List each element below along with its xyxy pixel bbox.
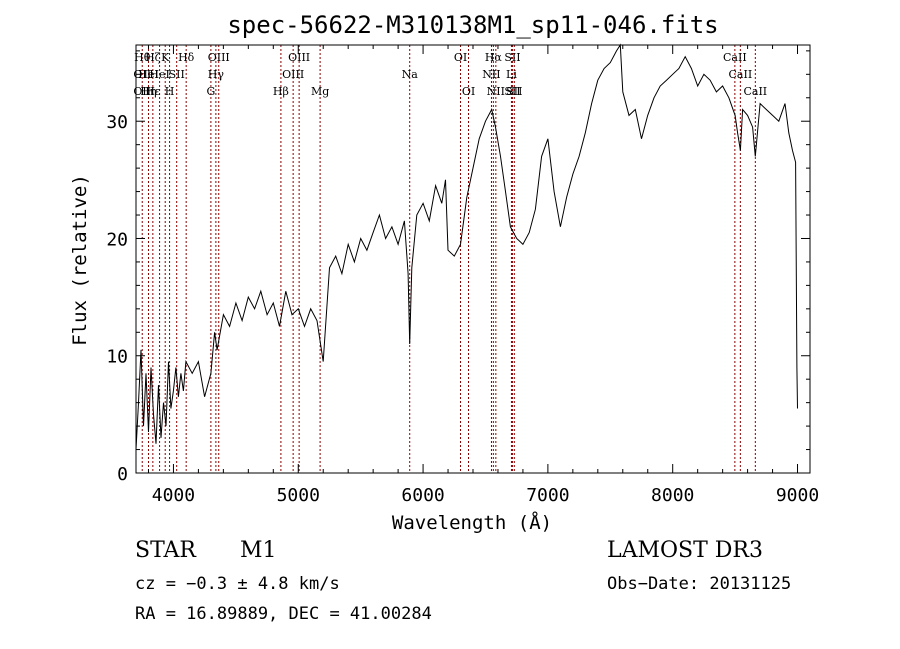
line-label: Hθ <box>134 51 151 64</box>
line-label: HeI <box>138 68 158 81</box>
line-label: SII <box>504 51 520 64</box>
line-label: Na <box>402 68 419 81</box>
y-tick-label: 30 <box>106 112 128 133</box>
line-label: K <box>161 51 170 64</box>
plot-frame <box>135 44 811 474</box>
line-label: OII <box>133 68 151 81</box>
line-label: Hζ <box>145 51 161 64</box>
line-markers <box>141 45 756 473</box>
y-axis-ticks: 0 10 20 30 <box>106 50 810 485</box>
line-label: Hβ <box>273 85 289 98</box>
x-tick-label: 6000 <box>401 485 444 506</box>
line-label: CaII <box>729 68 753 81</box>
y-tick-label: 20 <box>106 229 128 250</box>
object-subclass: M1 <box>240 538 277 563</box>
survey-name: LAMOST DR3 <box>607 538 763 563</box>
x-tick-label: 4000 <box>152 485 195 506</box>
line-label: SII <box>504 85 520 98</box>
line-label: Hγ <box>208 68 225 81</box>
observation-date: Obs−Date: 20131125 <box>607 574 792 594</box>
x-axis-ticks: 4000 5000 6000 7000 8000 9000 <box>147 45 819 506</box>
line-label: OII <box>133 85 151 98</box>
line-labels: HθOIIOIIHeIHηHζHεHeIKHSIIHδGHγOIIIHβOIII… <box>133 51 767 98</box>
y-tick-label: 0 <box>117 464 128 485</box>
line-label: NII <box>482 68 500 81</box>
line-label: SII <box>506 85 522 98</box>
line-label: G <box>206 85 215 98</box>
line-label: Li <box>506 68 517 81</box>
x-tick-label: 9000 <box>776 485 819 506</box>
line-label: Hε <box>145 85 161 98</box>
x-tick-label: 5000 <box>277 485 320 506</box>
x-axis-label: Wavelength (Å) <box>392 511 552 534</box>
object-class-line: STAR M1 <box>135 538 277 563</box>
x-tick-label: 7000 <box>526 485 569 506</box>
line-label: OI <box>462 85 475 98</box>
line-label: Hδ <box>178 51 195 64</box>
line-label: NII <box>487 85 505 98</box>
line-label: OIII <box>282 68 304 81</box>
y-tick-label: 10 <box>106 347 128 368</box>
line-label: OI <box>454 51 467 64</box>
line-label: Hη <box>140 85 156 98</box>
chart-title: spec-56622-M310138M1_sp11-046.fits <box>227 11 718 39</box>
spectrum-line <box>135 43 798 450</box>
line-label: HeI <box>149 68 169 81</box>
y-axis-label: Flux (relative) <box>69 174 91 346</box>
line-label: CaII <box>723 51 747 64</box>
line-label: SII <box>169 68 185 81</box>
line-label: OIII <box>288 51 310 64</box>
line-label: CaII <box>743 85 767 98</box>
object-class: STAR <box>135 538 196 563</box>
line-label: H <box>165 85 175 98</box>
line-label: Mg <box>311 85 329 98</box>
x-tick-label: 8000 <box>651 485 694 506</box>
line-label: Hα <box>485 51 503 64</box>
coordinates-readout: RA = 16.89889, DEC = 41.00284 <box>135 604 432 624</box>
redshift-readout: cz = −0.3 ± 4.8 km/s <box>135 574 340 594</box>
line-label: OIII <box>208 51 230 64</box>
